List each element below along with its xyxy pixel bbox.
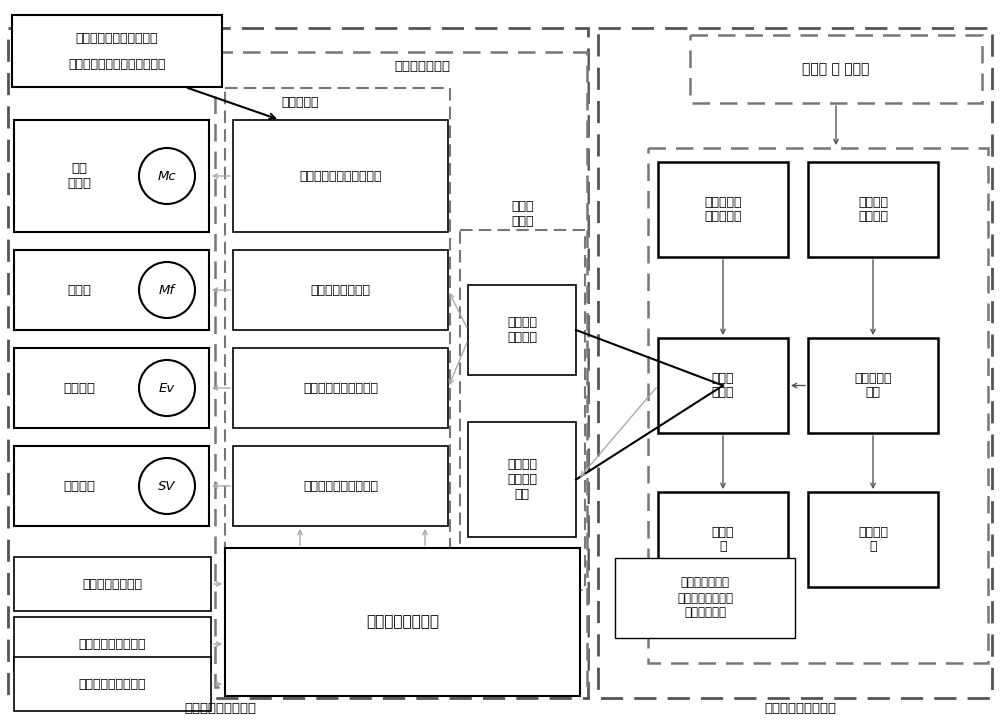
Bar [14, 617, 211, 671]
Text: 压缩机输出频率控制模块: 压缩机输出频率控制模块 [76, 32, 158, 45]
Bar [233, 250, 448, 330]
Bar [233, 120, 448, 232]
Text: 遥控器 或 线控器: 遥控器 或 线控器 [802, 62, 870, 76]
Bar [658, 162, 788, 257]
Bar [615, 558, 795, 638]
Bar [215, 52, 587, 687]
Bar [12, 15, 222, 87]
Text: 外膨胀阀: 外膨胀阀 [63, 382, 95, 395]
Text: Ev: Ev [159, 382, 175, 395]
Bar [658, 492, 788, 587]
Bar [14, 348, 209, 428]
Bar [14, 657, 211, 711]
Text: 外机环境温度传感器: 外机环境温度传感器 [79, 637, 146, 650]
Bar [658, 338, 788, 433]
Circle shape [139, 360, 195, 416]
Text: 外机系统保护传感器: 外机系统保护传感器 [79, 678, 146, 690]
Bar [468, 422, 576, 537]
Bar [233, 348, 448, 428]
Text: 外膨胀阀输出控制模块: 外膨胀阀输出控制模块 [303, 382, 378, 395]
Bar [14, 557, 211, 611]
Text: 室内风
机: 室内风 机 [712, 526, 734, 554]
Bar [460, 230, 585, 590]
Bar [14, 120, 209, 232]
Text: 压缩机输出频率控制模块: 压缩机输出频率控制模块 [299, 169, 382, 182]
Bar [468, 285, 576, 375]
Text: 信号传
输模块: 信号传 输模块 [712, 372, 734, 400]
Text: 室外机控制单元: 室外机控制单元 [394, 60, 450, 73]
Text: 控制处理器: 控制处理器 [281, 96, 319, 109]
Bar [648, 148, 988, 663]
Text: SV: SV [158, 480, 176, 492]
Text: 采用内外机信息经行计算控制: 采用内外机信息经行计算控制 [68, 58, 166, 71]
Text: 内机系统
参数接收
模块: 内机系统 参数接收 模块 [507, 458, 537, 501]
Text: 特定的传输规则
传输启停机信号和
室内参数信号: 特定的传输规则 传输启停机信号和 室内参数信号 [677, 577, 733, 619]
Text: 内机控制信
号接收模块: 内机控制信 号接收模块 [704, 196, 742, 223]
Text: Mc: Mc [158, 169, 176, 182]
Bar [225, 548, 580, 696]
Bar [14, 446, 209, 526]
Text: Mf: Mf [159, 284, 175, 297]
Text: 外四通阀输出控制模块: 外四通阀输出控制模块 [303, 480, 378, 492]
Text: 外四通阀: 外四通阀 [63, 480, 95, 492]
Text: 风机输出控制模块: 风机输出控制模块 [310, 284, 370, 297]
Text: 室内节流
阀: 室内节流 阀 [858, 526, 888, 554]
Bar [8, 28, 588, 698]
Text: 内机参数
采集模块: 内机参数 采集模块 [858, 196, 888, 223]
Text: 信号接
收模块: 信号接 收模块 [511, 200, 534, 228]
Text: 系统参数采集模块: 系统参数采集模块 [366, 614, 439, 629]
Text: 室内机主要电器部件: 室内机主要电器部件 [764, 701, 836, 714]
Text: 内机控制处
理器: 内机控制处 理器 [854, 372, 892, 400]
Bar [808, 492, 938, 587]
Bar [808, 338, 938, 433]
Text: 外风机: 外风机 [67, 284, 91, 297]
Bar [14, 250, 209, 330]
Bar [690, 35, 982, 103]
Text: 室外机主要电器部件: 室外机主要电器部件 [184, 701, 256, 714]
Circle shape [139, 148, 195, 204]
Circle shape [139, 262, 195, 318]
Bar [225, 88, 450, 593]
Circle shape [139, 458, 195, 514]
Bar [233, 446, 448, 526]
Bar [598, 28, 992, 698]
Text: 控制信号
接收模块: 控制信号 接收模块 [507, 316, 537, 344]
Text: 压缩机压力传感器: 压缩机压力传感器 [82, 577, 143, 590]
Bar [808, 162, 938, 257]
Text: 变频
压缩机: 变频 压缩机 [67, 162, 91, 190]
